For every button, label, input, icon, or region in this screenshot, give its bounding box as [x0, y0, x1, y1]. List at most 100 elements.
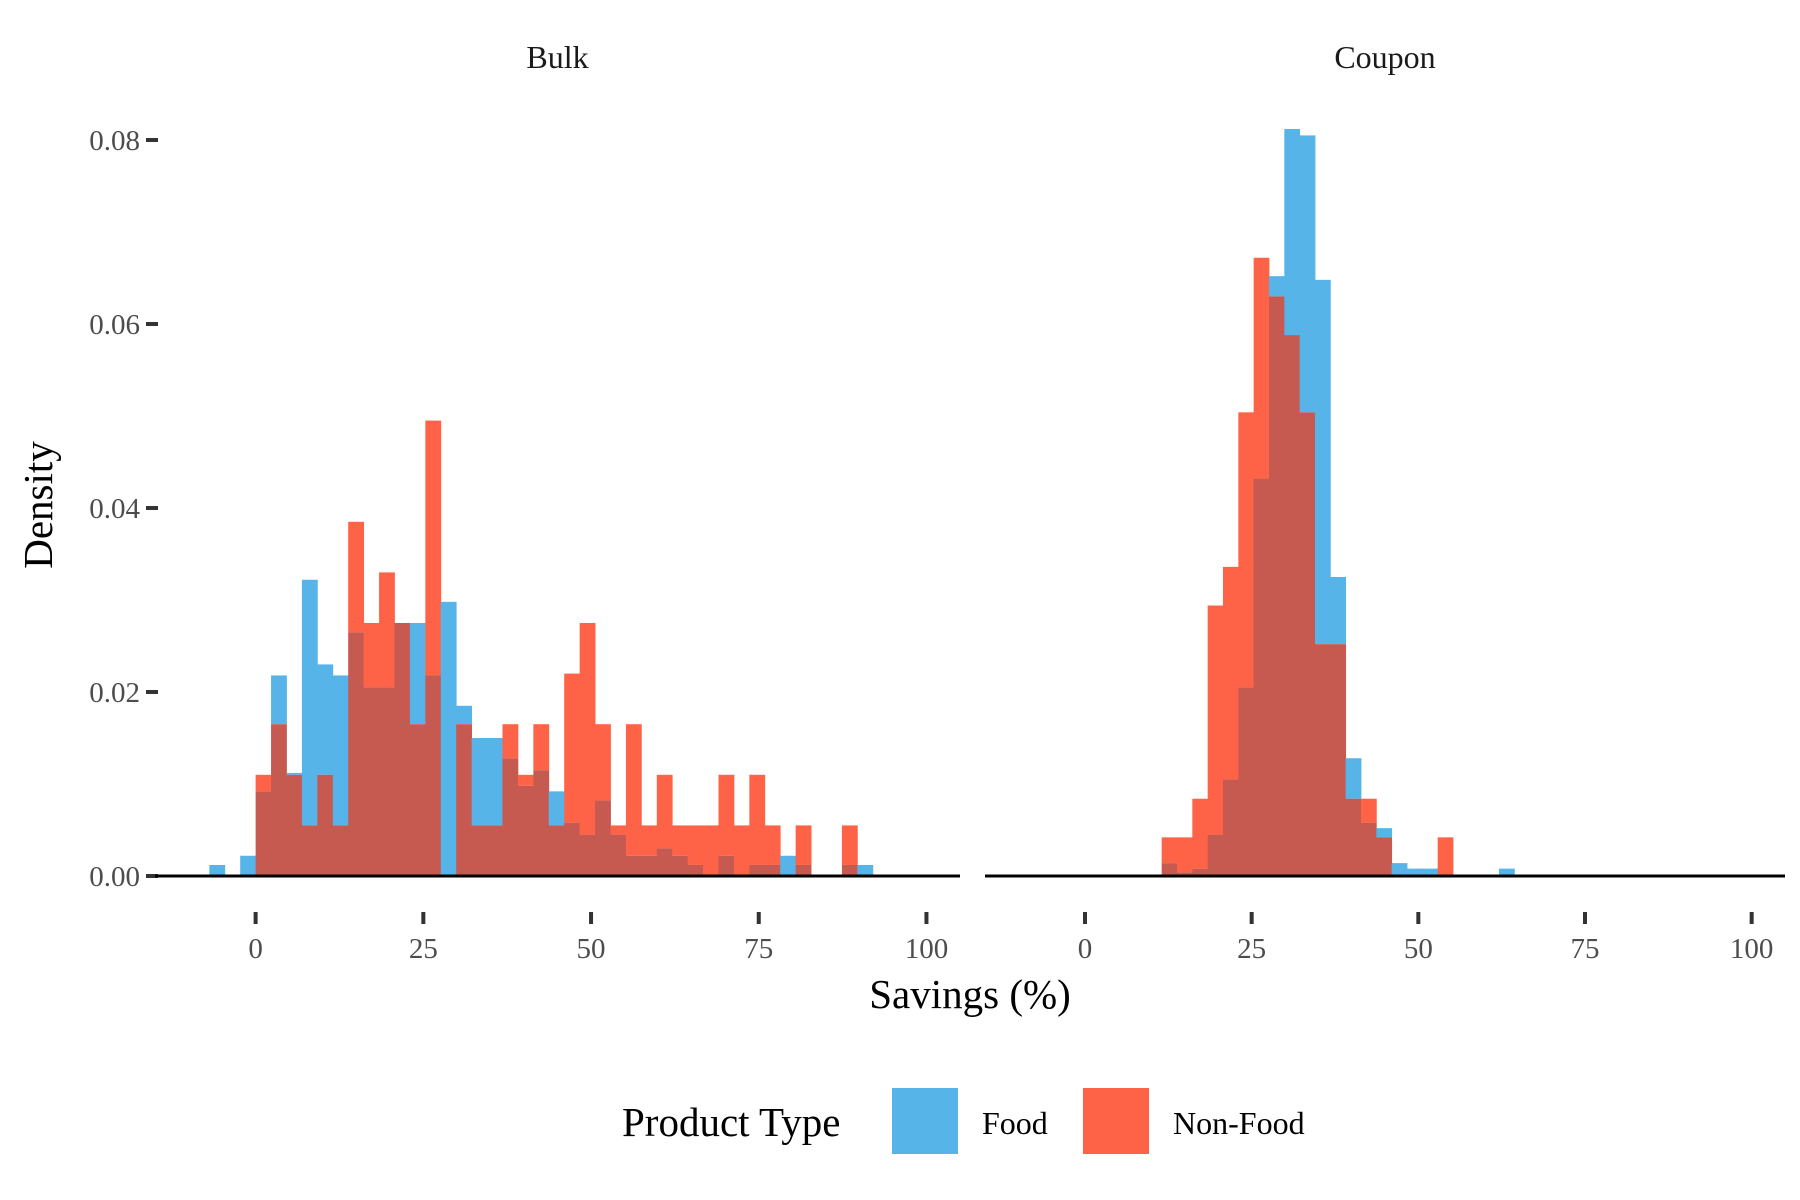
bar-overlap: [348, 632, 365, 876]
bar-non-food: [1253, 257, 1270, 479]
bar-food: [548, 791, 565, 826]
bar-overlap: [1330, 644, 1347, 876]
bar-overlap: [595, 800, 611, 876]
x-axis-title: Savings (%): [869, 971, 1071, 1017]
bar-overlap: [517, 785, 534, 876]
bar-overlap: [1207, 834, 1224, 876]
bar-overlap: [795, 864, 812, 876]
bar-non-food: [595, 724, 611, 801]
x-tick-label: 100: [1730, 933, 1774, 965]
bar-overlap: [564, 822, 581, 876]
bar-overlap: [687, 864, 704, 876]
legend-label: Non-Food: [1173, 1105, 1305, 1141]
x-tick-label: 100: [905, 933, 949, 965]
bar-non-food: [795, 825, 812, 865]
bar-overlap: [1315, 644, 1331, 876]
y-axis-title: Density: [15, 441, 61, 569]
bar-food: [1299, 135, 1316, 413]
bar-overlap: [656, 848, 673, 876]
bar-non-food: [672, 825, 689, 856]
bar-overlap: [1269, 296, 1285, 876]
bar-food: [240, 855, 257, 876]
bar-food: [1391, 863, 1408, 876]
bar-overlap: [1161, 863, 1178, 876]
x-tick-label: 50: [577, 933, 606, 965]
bar-overlap: [379, 687, 395, 876]
y-tick-label: 0.04: [89, 493, 140, 525]
bar-overlap: [1177, 872, 1193, 876]
bar-overlap: [1299, 412, 1316, 876]
bar-non-food: [1437, 837, 1454, 876]
bar-overlap: [533, 770, 550, 876]
bar-overlap: [548, 825, 565, 876]
bar-non-food: [733, 825, 750, 876]
bar-non-food: [703, 825, 719, 876]
bar-overlap: [641, 855, 658, 876]
bar-overlap: [579, 834, 596, 876]
bar-non-food: [749, 774, 766, 865]
bar-non-food: [502, 724, 519, 759]
bar-overlap: [1253, 478, 1270, 876]
bar-overlap: [332, 825, 349, 876]
bar-non-food: [1192, 798, 1209, 869]
bar-non-food: [625, 724, 642, 856]
bar-non-food: [517, 774, 534, 786]
bar-food: [317, 664, 334, 775]
bar-overlap: [749, 864, 766, 876]
bar-food: [857, 864, 874, 876]
bar-overlap: [394, 623, 411, 876]
bar-non-food: [1177, 837, 1193, 873]
x-tick-label: 25: [1237, 933, 1266, 965]
bar-non-food: [641, 825, 658, 856]
bar-food: [332, 675, 349, 826]
bar-food: [1330, 577, 1347, 645]
bar-food: [286, 772, 303, 775]
bar-food: [1407, 868, 1423, 876]
bar-overlap: [672, 855, 689, 876]
bar-overlap: [471, 825, 488, 876]
bar-non-food: [1238, 412, 1255, 688]
bar-overlap: [317, 774, 334, 876]
bar-non-food: [564, 673, 581, 823]
bar-food: [1499, 868, 1515, 876]
bar-non-food: [764, 825, 781, 865]
bar-non-food: [255, 774, 272, 792]
bar-overlap: [286, 774, 303, 876]
bar-non-food: [656, 774, 673, 849]
bar-overlap: [625, 855, 642, 876]
bar-overlap: [502, 758, 519, 876]
bar-non-food: [579, 623, 596, 835]
bar-food: [1284, 128, 1301, 336]
bar-food: [209, 864, 226, 876]
bar-overlap: [1238, 687, 1255, 876]
bar-overlap: [1376, 837, 1393, 876]
bar-non-food: [1207, 605, 1224, 835]
x-tick-label: 0: [248, 933, 263, 965]
bar-food: [1422, 868, 1439, 876]
bar-food: [1315, 279, 1331, 645]
bar-overlap: [487, 825, 503, 876]
y-tick-label: 0.02: [89, 677, 140, 709]
panel-title: Coupon: [1334, 39, 1435, 75]
bar-overlap: [271, 724, 287, 876]
bar-overlap: [1284, 335, 1301, 876]
bar-non-food: [1223, 566, 1239, 780]
legend-key: [892, 1088, 958, 1154]
bar-food: [1376, 828, 1393, 838]
y-tick-label: 0.08: [89, 125, 140, 157]
bar-overlap: [1192, 868, 1209, 876]
x-tick-label: 50: [1404, 933, 1433, 965]
bar-non-food: [687, 825, 704, 865]
y-tick-label: 0.06: [89, 309, 140, 341]
bar-food: [440, 601, 457, 876]
bar-food: [409, 623, 426, 725]
bar-overlap: [363, 687, 380, 876]
bar-food: [271, 675, 287, 725]
bar-overlap: [409, 724, 426, 876]
bar-overlap: [1223, 779, 1239, 876]
bar-non-food: [1161, 837, 1178, 864]
bar-overlap: [301, 825, 318, 876]
bar-non-food: [348, 521, 365, 633]
